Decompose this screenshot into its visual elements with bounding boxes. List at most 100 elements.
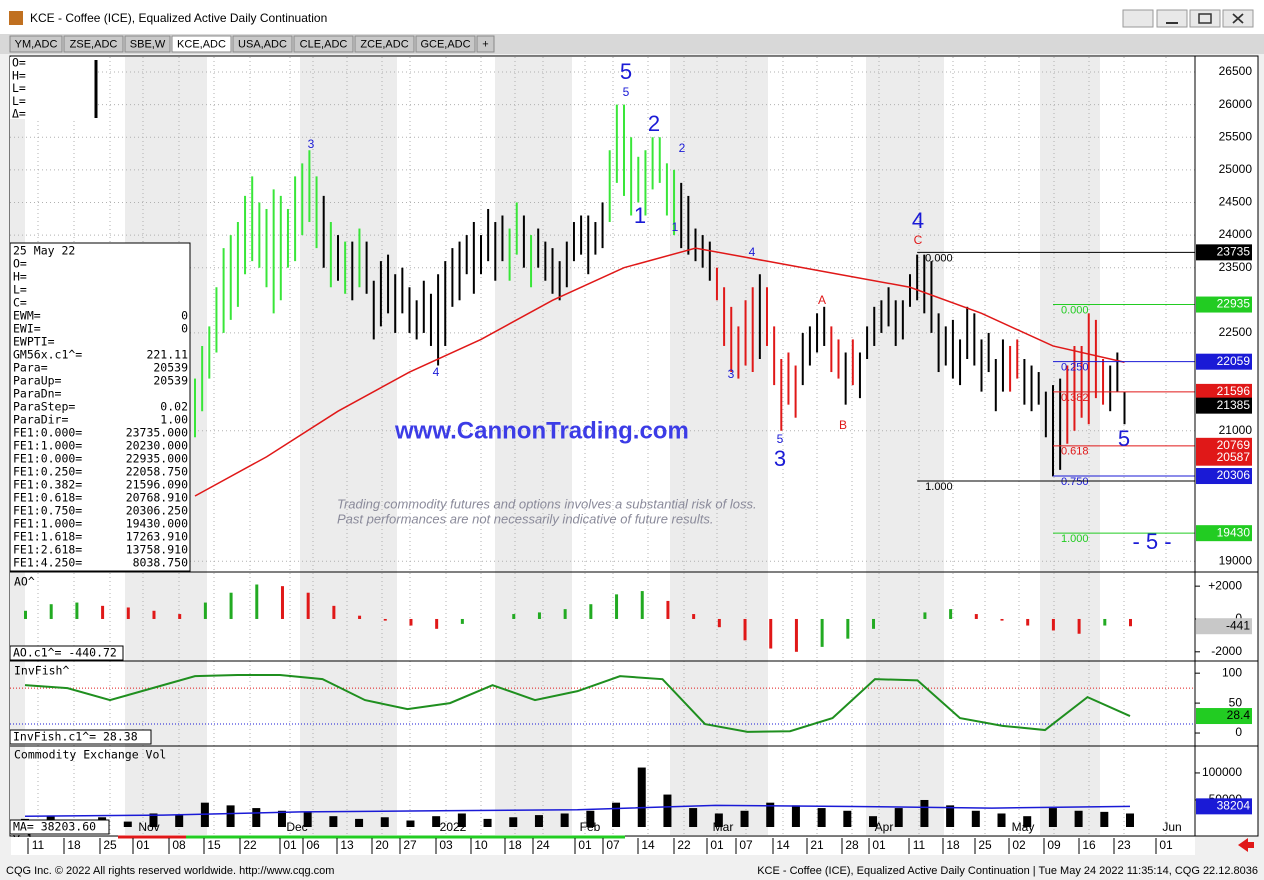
info-value: 17263.910 <box>126 530 188 544</box>
tab[interactable] <box>171 35 232 53</box>
volume-bar <box>329 816 338 827</box>
tab-label[interactable]: ZSE,ADC <box>70 38 118 50</box>
tab-label[interactable]: CLE,ADC <box>300 38 348 50</box>
day-label: 18 <box>946 838 960 852</box>
volume-bar <box>612 802 621 827</box>
tab[interactable] <box>63 35 124 53</box>
ao-bar <box>178 614 182 619</box>
info-label: EWPTI= <box>13 335 55 349</box>
info-value: 20539 <box>153 374 188 388</box>
info-value: 221.11 <box>146 348 188 362</box>
day-label: 07 <box>606 838 620 852</box>
tab-label[interactable]: YM,ADC <box>15 38 58 50</box>
day-label: 22 <box>243 838 257 852</box>
wave-label: 4 <box>749 245 756 259</box>
maximize-button[interactable] <box>1189 9 1221 28</box>
volume-bar <box>175 815 184 827</box>
volume-bar <box>946 805 955 827</box>
scroll-arrow[interactable] <box>1238 838 1254 852</box>
volume-bar <box>355 818 364 827</box>
day-label: 11 <box>913 838 926 852</box>
link-button[interactable] <box>1122 9 1154 28</box>
volume-bar <box>560 813 569 827</box>
plot: 2650026000255002500024500240002350022500… <box>10 59 1252 827</box>
price-tag-label: 20587 <box>1217 450 1251 464</box>
info-label: FE1:4.250= <box>13 556 82 570</box>
ao-bar <box>101 605 105 619</box>
day-label: 02 <box>1012 838 1026 852</box>
tab[interactable] <box>232 35 293 53</box>
readout-box <box>9 729 152 745</box>
day-label: 01 <box>1159 838 1173 852</box>
price-tag-label: 19430 <box>1217 525 1251 539</box>
tab-label[interactable]: USA,ADC <box>238 38 287 50</box>
readout: AO.c1^= -440.72 <box>13 646 117 660</box>
tab[interactable] <box>415 35 476 53</box>
tab-label[interactable]: GCE,ADC <box>420 38 470 50</box>
info-value: 20306.250 <box>126 504 188 518</box>
ao-bar <box>460 618 464 624</box>
y-tick-label: 24000 <box>1219 227 1253 241</box>
month-band <box>866 57 944 835</box>
y-tick-label: 100000 <box>1202 765 1242 779</box>
fib-label: 0.000 <box>1061 304 1089 316</box>
ao-bar <box>75 602 79 619</box>
month-label: Dec <box>286 820 307 834</box>
day-label: 03 <box>439 838 453 852</box>
day-label: 23 <box>1117 838 1131 852</box>
fib-label: 0.750 <box>1061 476 1089 488</box>
readout: InvFish.c1^= 28.38 <box>13 730 138 744</box>
tab[interactable] <box>124 35 171 53</box>
ao-bar <box>409 618 413 626</box>
y-tick-label: 25000 <box>1219 162 1253 176</box>
minimize-button[interactable] <box>1156 9 1188 28</box>
tab-label[interactable]: + <box>482 38 488 50</box>
ao-bar <box>203 602 207 619</box>
tab[interactable] <box>293 35 354 53</box>
y-tick-label: 26500 <box>1219 64 1253 78</box>
ao-bar <box>1026 618 1030 626</box>
volume-bar <box>226 805 235 827</box>
info-label: FE1:0.000= <box>13 452 82 466</box>
month-bands <box>10 57 1167 835</box>
y-tick-label: +2000 <box>1208 578 1242 592</box>
watermark: www.CannonTrading.com <box>394 417 689 444</box>
tabs: YM,ADC ZSE,ADC SBE,W KCE,ADC USA,ADC CLE,ADC Z… <box>9 35 495 53</box>
day-label: 01 <box>872 838 886 852</box>
info-value: 8038.750 <box>133 556 188 570</box>
info-label: FE1:1.000= <box>13 439 82 453</box>
ao-bar <box>306 592 310 619</box>
wave-label: 5 <box>620 59 632 84</box>
tab[interactable] <box>354 35 415 53</box>
ao-bar <box>692 614 696 619</box>
fib-label: 1.000 <box>1061 533 1089 545</box>
ao-bar <box>923 612 927 619</box>
price-tag-label: 21596 <box>1217 384 1251 398</box>
window-title: KCE - Coffee (ICE), Equalized Active Dai… <box>30 11 327 25</box>
tab[interactable] <box>9 35 63 53</box>
tab-label[interactable]: ZCE,ADC <box>360 38 408 50</box>
quote-field: O= <box>12 56 26 70</box>
month-label: Apr <box>875 820 894 834</box>
maximize-glyph <box>1198 13 1212 24</box>
day-label: 01 <box>578 838 592 852</box>
volume-bar <box>971 810 980 827</box>
tab-label[interactable]: KCE,ADC <box>177 38 226 50</box>
volume-bar <box>432 816 441 827</box>
wave-label: - 5 - <box>1132 529 1171 554</box>
last-tag <box>1196 708 1252 725</box>
day-label: 24 <box>536 838 550 852</box>
day-label: 07 <box>739 838 753 852</box>
info-label: FE1:0.618= <box>13 491 82 505</box>
tab[interactable] <box>476 35 495 53</box>
tab-label[interactable]: SBE,W <box>130 38 166 50</box>
price-tag-label: 20306 <box>1217 468 1251 482</box>
day-label: 25 <box>103 838 117 852</box>
title-bar <box>0 0 1264 34</box>
info-label: ParaDn= <box>13 387 62 401</box>
fib-label: 0.000 <box>925 252 953 264</box>
volume-bar <box>766 802 775 827</box>
price-tag <box>1196 449 1252 466</box>
ao-bar <box>872 618 876 629</box>
